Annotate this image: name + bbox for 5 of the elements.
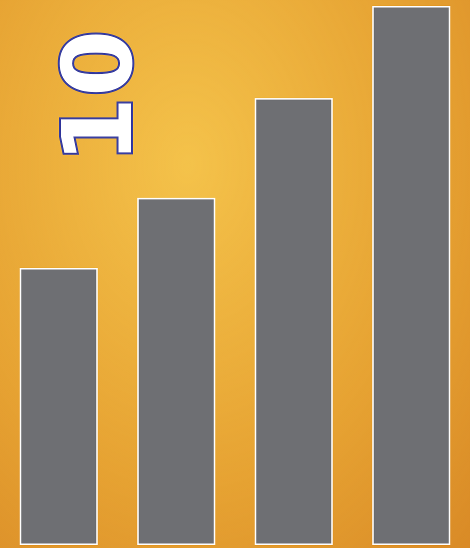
bar [137,198,216,545]
annotation: 10 [42,30,154,164]
bar [372,6,450,545]
bar [20,268,98,545]
bar [254,98,333,545]
